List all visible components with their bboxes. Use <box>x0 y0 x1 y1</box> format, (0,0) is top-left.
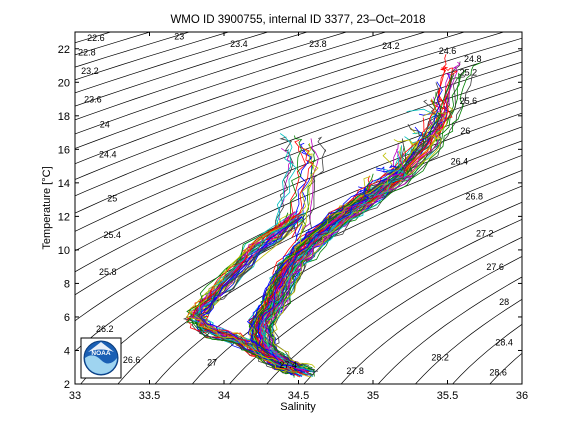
x-tick-label: 35.5 <box>437 390 458 402</box>
isopycnal-line <box>37 15 576 392</box>
y-tick-label: 14 <box>58 178 70 190</box>
isopycnal-line <box>0 15 10 392</box>
isopycnal-label: 26.2 <box>96 324 114 334</box>
x-tick-label: 33 <box>69 390 81 402</box>
isopycnal-label: 23.2 <box>81 66 99 76</box>
isopycnal-label: 26.6 <box>123 355 141 365</box>
isopycnal-label: 22.6 <box>87 33 105 43</box>
x-tick-label: 33.5 <box>139 390 160 402</box>
y-tick-label: 6 <box>64 312 70 324</box>
isopycnal-label: 24.6 <box>439 46 457 56</box>
isopycnal-label: 27.4 <box>279 360 297 370</box>
y-tick-label: 4 <box>64 345 70 357</box>
x-tick-label: 35 <box>367 390 379 402</box>
x-tick-label: 34 <box>218 390 230 402</box>
isopycnal-label: 25.8 <box>99 267 117 277</box>
y-axis-label: Temperature [°C] <box>41 166 53 249</box>
isopycnal-label: 22.8 <box>78 48 96 58</box>
isopycnal-label: 24.8 <box>464 54 482 64</box>
plot-frame <box>75 32 522 384</box>
isopycnal-line <box>0 15 246 392</box>
isopycnal-label: 28 <box>499 297 509 307</box>
isopycnal-label: 26.8 <box>466 192 484 202</box>
noaa-logo-text: NOAA <box>91 350 110 357</box>
profile-line <box>269 63 480 377</box>
isopycnal-label: 24.4 <box>99 150 117 160</box>
y-tick-label: 12 <box>58 211 70 223</box>
y-tick-label: 18 <box>58 111 70 123</box>
isopycnal-label: 28.4 <box>495 337 513 347</box>
y-tick-label: 2 <box>64 379 70 391</box>
chart-title: WMO ID 3900755, internal ID 3377, 23–Oct… <box>170 14 425 26</box>
isopycnal-line <box>0 15 207 392</box>
isopycnal-label: 23 <box>174 32 184 42</box>
isopycnal-label: 27.8 <box>346 366 364 376</box>
isopycnal-label: 26.4 <box>451 156 469 166</box>
isopycnal-label: 24 <box>100 120 110 130</box>
isopycnal-label: 25 <box>107 193 117 203</box>
isopycnal-label: 25.2 <box>460 68 478 78</box>
isopycnal-label: 27.2 <box>476 229 494 239</box>
isopycnal-label: 27.6 <box>486 262 504 272</box>
x-axis-label: Salinity <box>280 401 316 413</box>
x-tick-label: 36 <box>516 390 528 402</box>
isopycnal-label: 25.4 <box>104 230 122 240</box>
isopycnal-line <box>74 15 576 392</box>
isopycnal-label: 26 <box>460 126 470 136</box>
y-tick-label: 10 <box>58 245 70 257</box>
noaa-logo: NOAA <box>81 338 121 378</box>
y-tick-label: 22 <box>58 44 70 56</box>
isopycnal-label: 28.6 <box>489 368 507 378</box>
isopycnal-label: 23.8 <box>309 39 327 49</box>
isopycnal-label: 23.6 <box>84 94 102 104</box>
isopycnal-label: 23.4 <box>230 39 248 49</box>
isopycnal-line <box>223 15 576 392</box>
isopycnal-label: 25.6 <box>460 96 478 106</box>
isopycnal-label: 27 <box>207 358 217 368</box>
isopycnal-line <box>260 15 576 392</box>
profile-line <box>251 127 422 375</box>
y-tick-label: 16 <box>58 144 70 156</box>
y-tick-label: 8 <box>64 278 70 290</box>
isopycnal-label: 24.2 <box>382 41 400 51</box>
isopycnal-line <box>482 15 576 392</box>
isopycnal-line <box>297 15 576 392</box>
y-tick-label: 20 <box>58 77 70 89</box>
isopycnal-line <box>0 15 365 392</box>
isopycnal-line <box>520 15 576 392</box>
isopycnal-line <box>0 15 128 392</box>
isopycnal-line <box>186 15 576 392</box>
isopycnal-label: 28.2 <box>431 353 449 363</box>
